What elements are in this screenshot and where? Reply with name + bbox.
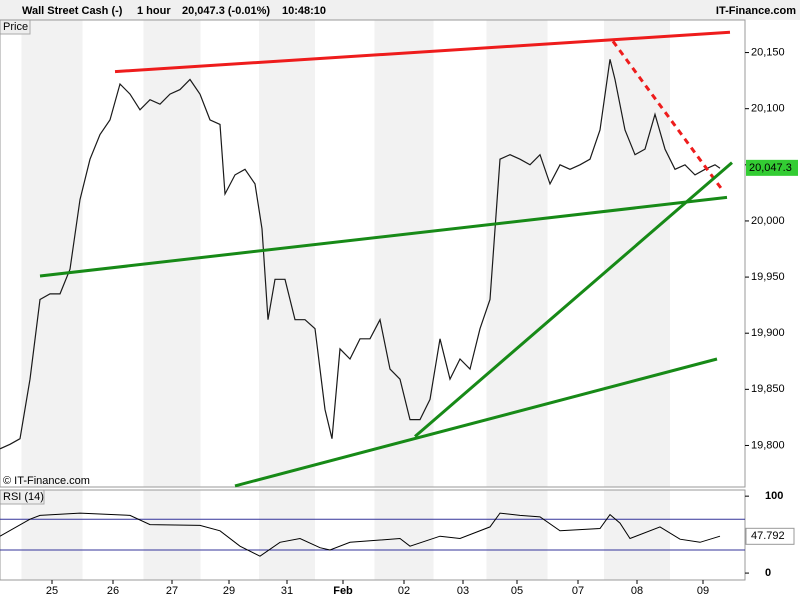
x-tick-label: 26 <box>107 585 119 597</box>
trendline <box>611 40 724 191</box>
x-tick-label: 08 <box>631 585 643 597</box>
quote: 20,047.3 (-0.01%) <box>182 5 270 17</box>
rsi-last-label: 47.792 <box>751 530 785 542</box>
y-tick-label: 19,950 <box>751 271 785 283</box>
day-band <box>143 20 201 487</box>
interval: 1 hour <box>137 5 171 17</box>
rsi-tick-label: 100 <box>765 490 783 502</box>
day-band <box>486 490 548 580</box>
y-tick-label: 20,100 <box>751 103 785 115</box>
rsi-label: RSI (14) <box>3 491 44 503</box>
x-tick-label: 03 <box>457 585 469 597</box>
x-tick-label: 25 <box>46 585 58 597</box>
price-line <box>0 59 721 450</box>
x-tick-label: 07 <box>572 585 584 597</box>
rsi-frame <box>0 489 746 581</box>
day-band <box>604 490 670 580</box>
day-band <box>486 20 548 487</box>
day-band <box>374 490 434 580</box>
last-price-label: 20,047.3 <box>749 162 792 174</box>
instrument: Wall Street Cash (-) <box>22 5 123 17</box>
copyright: © IT-Finance.com <box>3 475 90 487</box>
last-price-box <box>746 159 798 176</box>
x-tick-label: Feb <box>333 585 353 597</box>
trendline <box>234 357 718 488</box>
price-frame <box>0 19 746 488</box>
x-tick-label: 31 <box>281 585 293 597</box>
trendline <box>114 30 731 74</box>
y-tick-label: 19,900 <box>751 327 785 339</box>
time: 10:48:10 <box>282 5 326 17</box>
day-band <box>21 20 83 487</box>
day-band <box>374 20 434 487</box>
y-tick-label: 20,150 <box>751 46 785 58</box>
day-band <box>259 20 315 487</box>
plot-area <box>21 20 670 580</box>
x-tick-label: 29 <box>223 585 235 597</box>
x-tick-label: 09 <box>697 585 709 597</box>
y-tick-label: 19,800 <box>751 439 785 451</box>
day-band <box>21 490 83 580</box>
rsi-tick-label: 0 <box>765 567 771 579</box>
x-tick-label: 05 <box>511 585 523 597</box>
day-band <box>604 20 670 487</box>
trendline <box>414 161 733 438</box>
y-tick-label: 19,850 <box>751 383 785 395</box>
x-tick-label: 27 <box>166 585 178 597</box>
day-band <box>143 490 201 580</box>
x-tick-label: 02 <box>398 585 410 597</box>
y-tick-label: 20,000 <box>751 215 785 227</box>
rsi-last-box <box>745 527 795 545</box>
header-bar <box>0 0 800 20</box>
rsi-line <box>0 512 721 557</box>
brand: IT-Finance.com <box>716 5 796 17</box>
day-band <box>259 490 315 580</box>
trendline <box>39 195 728 278</box>
panel-label: Price <box>3 21 28 33</box>
